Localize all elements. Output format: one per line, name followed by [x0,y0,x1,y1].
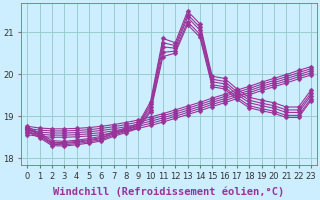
X-axis label: Windchill (Refroidissement éolien,°C): Windchill (Refroidissement éolien,°C) [53,187,285,197]
